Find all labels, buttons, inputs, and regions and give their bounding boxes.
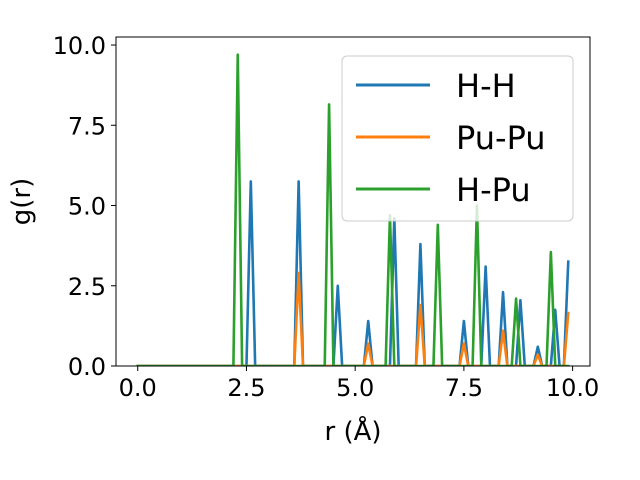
y-tick-label: 7.5 [68,112,106,140]
axes: 0.0 2.5 5.0 7.5 10.0 0.0 2.5 5.0 7.5 10.0 [53,32,600,402]
y-axis-label: g(r) [7,178,37,225]
y-tick-label: 10.0 [53,32,106,60]
series-line-h-h [136,180,570,366]
x-tick-label: 2.5 [227,374,265,402]
series-line-h-pu [136,53,570,366]
series-line-pu-pu [136,271,570,366]
legend-box [341,55,574,222]
legend-label-h-pu: H-Pu [456,171,531,209]
legend-label-h-h: H-H [456,67,516,105]
x-axis-label: r (Å) [324,415,381,447]
legend: H-H Pu-Pu H-Pu [341,55,574,222]
x-tick-label: 7.5 [445,374,483,402]
legend-label-pu-pu: Pu-Pu [456,119,546,157]
axes-frame [115,36,591,367]
y-tick-label: 5.0 [68,193,106,221]
plot-area [136,53,570,366]
x-tick-label: 0.0 [119,374,157,402]
y-tick-label: 2.5 [68,273,106,301]
x-tick-label: 10.0 [546,374,599,402]
y-tick-label: 0.0 [68,353,106,381]
x-tick-label: 5.0 [336,374,374,402]
